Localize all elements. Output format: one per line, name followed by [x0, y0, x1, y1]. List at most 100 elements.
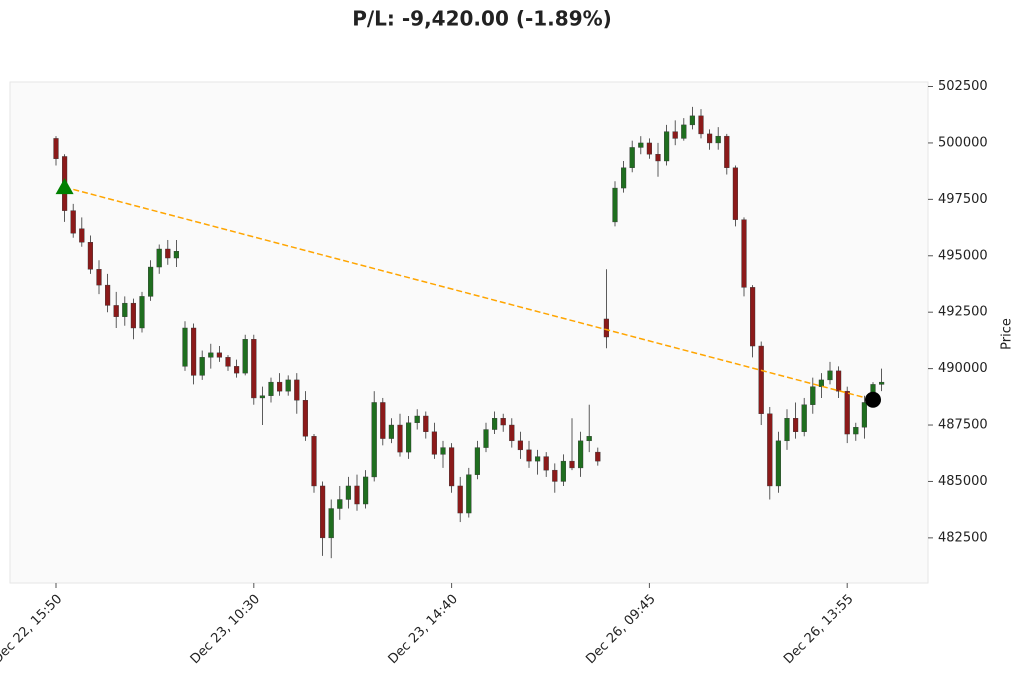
- candle-body: [836, 370, 842, 392]
- candle-body: [268, 381, 274, 396]
- y-tick-label: 495000: [938, 248, 988, 263]
- candle-body: [294, 379, 300, 401]
- candle-body: [79, 228, 85, 243]
- y-tick-label: 492500: [938, 305, 988, 320]
- y-tick-label: 500000: [938, 135, 988, 150]
- candle-body: [603, 318, 610, 338]
- candle-body: [535, 456, 541, 462]
- candle-body: [328, 508, 334, 539]
- x-tick-label: Dec 22, 15:50: [0, 592, 65, 667]
- candle-body: [595, 451, 601, 462]
- candle-body: [801, 404, 807, 432]
- candle-body: [655, 154, 661, 162]
- candle-body: [750, 287, 756, 347]
- candle-body: [810, 386, 816, 405]
- candle-body: [345, 485, 352, 500]
- candle-body: [552, 469, 558, 482]
- candle-body: [612, 187, 618, 223]
- y-axis-label: Price: [1000, 318, 1015, 350]
- candle-body: [371, 402, 377, 478]
- candle-body: [259, 395, 266, 399]
- candle-body: [509, 424, 515, 442]
- candle-body: [474, 447, 481, 475]
- candle-body: [681, 124, 687, 139]
- candle-body: [380, 402, 386, 439]
- trade-line: [64, 186, 874, 401]
- candle-body: [784, 418, 790, 442]
- candle-body: [173, 251, 180, 259]
- candle-body: [414, 415, 420, 423]
- candle-body: [182, 327, 188, 367]
- candle-body: [337, 499, 343, 509]
- candle-body: [818, 379, 825, 387]
- candle-body: [758, 345, 764, 414]
- x-tick-label: Dec 26, 09:45: [583, 592, 658, 667]
- candle-body: [406, 422, 412, 453]
- candle-body: [199, 357, 205, 376]
- candle-body: [457, 485, 463, 514]
- candle-body: [363, 476, 369, 505]
- candle-body: [621, 167, 627, 189]
- candle-body: [147, 266, 154, 297]
- candle-body: [569, 460, 575, 469]
- candle-body: [423, 415, 429, 432]
- candle-body: [302, 400, 309, 437]
- candle-body: [311, 436, 317, 487]
- candle-body: [53, 138, 59, 159]
- candle-body: [113, 305, 119, 317]
- candle-body: [431, 431, 438, 455]
- candle-body: [397, 424, 403, 453]
- candle-body: [724, 135, 730, 168]
- candle-body: [96, 269, 102, 286]
- candle-body: [732, 167, 739, 220]
- candle-body: [664, 131, 670, 162]
- candle-body: [844, 390, 850, 435]
- candle-body: [165, 248, 171, 259]
- candle-body: [104, 284, 111, 306]
- candle-body: [233, 366, 240, 374]
- y-tick-label: 497500: [938, 192, 988, 207]
- candle-body: [586, 436, 592, 442]
- candle-body: [638, 142, 644, 148]
- candle-body: [500, 418, 506, 426]
- candle-body: [483, 429, 489, 448]
- candle-body: [560, 460, 567, 482]
- x-tick-label: Dec 23, 10:30: [188, 592, 263, 667]
- candle-body: [715, 135, 721, 144]
- x-tick-label: Dec 26, 13:55: [781, 592, 856, 667]
- candle-body: [793, 418, 799, 432]
- candle-body: [578, 440, 584, 469]
- candle-body: [853, 427, 859, 435]
- candle-body: [440, 447, 446, 455]
- candle-body: [251, 339, 257, 399]
- candle-body: [320, 485, 326, 539]
- candle-body: [130, 302, 137, 329]
- candle-body: [70, 210, 76, 234]
- exit-marker: [865, 391, 881, 408]
- candle-body: [354, 485, 360, 505]
- candle-body: [879, 381, 885, 385]
- candle-body: [388, 424, 395, 439]
- candle-body: [225, 357, 231, 367]
- candle-body: [466, 474, 472, 514]
- candle-body: [629, 147, 635, 168]
- candle-body: [449, 447, 455, 487]
- candle-body: [672, 131, 678, 139]
- candle-body: [285, 379, 291, 392]
- y-tick-label: 490000: [938, 361, 988, 376]
- candle-body: [646, 142, 653, 155]
- candle-body: [827, 370, 833, 381]
- x-tick-label: Dec 23, 14:40: [386, 592, 461, 667]
- candle-body: [517, 440, 524, 451]
- candle-body: [707, 133, 713, 144]
- chart-title: P/L: -9,420.00 (-1.89%): [352, 7, 612, 31]
- candle-body: [698, 115, 704, 135]
- y-tick-label: 487500: [938, 418, 988, 433]
- y-tick-label: 482500: [938, 530, 988, 545]
- candle-body: [775, 440, 782, 487]
- candle-body: [156, 248, 162, 268]
- candle-body: [767, 413, 773, 487]
- candle-body: [861, 402, 868, 428]
- candle-body: [87, 242, 94, 270]
- candle-body: [190, 327, 197, 376]
